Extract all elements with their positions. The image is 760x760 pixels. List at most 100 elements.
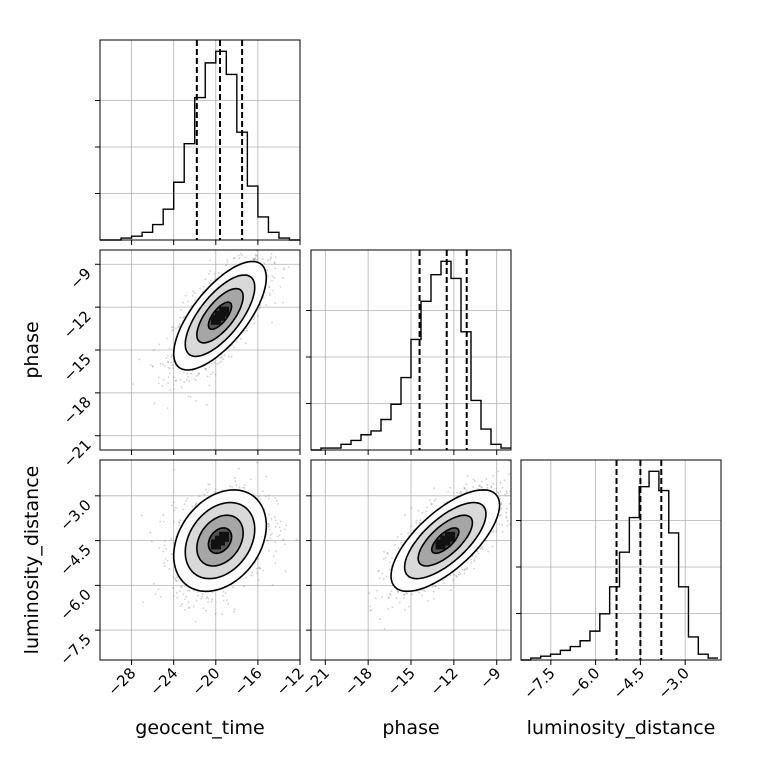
x-axis-label-geocent-time: geocent_time bbox=[135, 717, 264, 739]
sample-point bbox=[253, 316, 256, 319]
sample-point bbox=[205, 369, 208, 371]
sample-point bbox=[268, 286, 271, 289]
sample-point bbox=[164, 540, 166, 543]
sample-point bbox=[167, 382, 170, 384]
sample-point bbox=[267, 494, 270, 497]
sample-point bbox=[278, 534, 281, 537]
sample-point bbox=[258, 567, 261, 570]
sample-point bbox=[465, 568, 468, 570]
sample-point bbox=[171, 367, 174, 370]
sample-point bbox=[415, 519, 418, 522]
panel-content bbox=[140, 461, 298, 623]
sample-point bbox=[179, 379, 182, 381]
sample-point bbox=[274, 497, 277, 499]
sample-point bbox=[220, 360, 223, 363]
sample-point bbox=[195, 599, 198, 602]
sample-point bbox=[184, 598, 186, 601]
sample-point bbox=[492, 474, 495, 477]
sample-point bbox=[162, 520, 165, 523]
sample-point bbox=[218, 361, 221, 363]
density-peak-cell bbox=[215, 535, 225, 546]
contour-line bbox=[184, 274, 256, 358]
sample-point bbox=[209, 279, 212, 282]
sample-point bbox=[167, 361, 169, 364]
sample-point bbox=[207, 597, 210, 600]
sample-point bbox=[255, 259, 258, 261]
sample-point bbox=[167, 366, 170, 369]
sample-point bbox=[384, 556, 387, 559]
sample-point bbox=[229, 485, 231, 488]
sample-point bbox=[257, 578, 260, 581]
sample-point bbox=[257, 558, 260, 560]
sample-point bbox=[394, 544, 396, 546]
axes-frame bbox=[99, 39, 301, 241]
sample-point bbox=[204, 609, 207, 612]
sample-point bbox=[264, 495, 267, 498]
sample-point bbox=[230, 355, 233, 358]
sample-point bbox=[181, 586, 183, 589]
sample-point bbox=[271, 584, 274, 586]
sample-point bbox=[382, 577, 385, 580]
sample-point bbox=[266, 242, 268, 244]
sample-point bbox=[149, 531, 152, 534]
sample-point bbox=[408, 605, 410, 608]
sample-point bbox=[177, 524, 180, 527]
sample-point bbox=[464, 568, 466, 571]
sample-point bbox=[480, 545, 483, 548]
sample-point bbox=[201, 595, 204, 598]
panel-content bbox=[132, 242, 290, 409]
sample-point bbox=[158, 546, 161, 549]
sample-point bbox=[207, 483, 210, 486]
sample-point bbox=[153, 349, 155, 352]
sample-point bbox=[390, 590, 393, 593]
sample-point bbox=[383, 628, 386, 630]
sample-point bbox=[265, 303, 267, 306]
sample-point bbox=[191, 295, 194, 297]
sample-point bbox=[403, 597, 405, 599]
sample-point bbox=[442, 579, 444, 582]
sample-point bbox=[271, 533, 273, 535]
sample-point bbox=[492, 531, 495, 534]
sample-point bbox=[245, 576, 248, 579]
sample-point bbox=[166, 559, 169, 562]
sample-point bbox=[232, 257, 235, 260]
sample-point bbox=[259, 498, 262, 501]
sample-point bbox=[501, 487, 504, 489]
sample-point bbox=[170, 538, 173, 540]
sample-point bbox=[378, 570, 380, 572]
sample-point bbox=[184, 294, 187, 297]
sample-point bbox=[220, 356, 223, 359]
sample-point bbox=[271, 289, 274, 292]
sample-point bbox=[179, 519, 182, 522]
sample-point bbox=[167, 354, 169, 357]
sample-point bbox=[418, 591, 420, 594]
sample-point bbox=[466, 567, 469, 569]
sample-point bbox=[253, 318, 255, 321]
sample-point bbox=[271, 275, 274, 278]
sample-point bbox=[168, 372, 171, 375]
sample-point bbox=[275, 550, 278, 552]
sample-point bbox=[140, 514, 143, 517]
x-axis-label-luminosity-distance: luminosity_distance bbox=[527, 717, 716, 739]
sample-point bbox=[268, 497, 270, 500]
y-axis-label-luminosity-distance: luminosity_distance bbox=[21, 466, 43, 655]
sample-point bbox=[175, 579, 178, 582]
sample-point bbox=[486, 484, 489, 486]
sample-point bbox=[194, 503, 197, 506]
sample-point bbox=[506, 519, 509, 522]
sample-point bbox=[175, 379, 177, 382]
sample-point bbox=[225, 264, 228, 267]
sample-point bbox=[506, 492, 508, 494]
sample-point bbox=[233, 610, 236, 613]
sample-point bbox=[485, 540, 488, 542]
sample-point bbox=[253, 258, 256, 261]
sample-point bbox=[207, 601, 210, 603]
sample-point bbox=[295, 538, 298, 541]
sample-point bbox=[256, 572, 258, 574]
sample-point bbox=[266, 275, 269, 277]
sample-point bbox=[175, 327, 178, 330]
sample-point bbox=[194, 620, 197, 623]
sample-point bbox=[506, 524, 509, 527]
sample-point bbox=[186, 497, 189, 500]
sample-point bbox=[223, 354, 226, 357]
